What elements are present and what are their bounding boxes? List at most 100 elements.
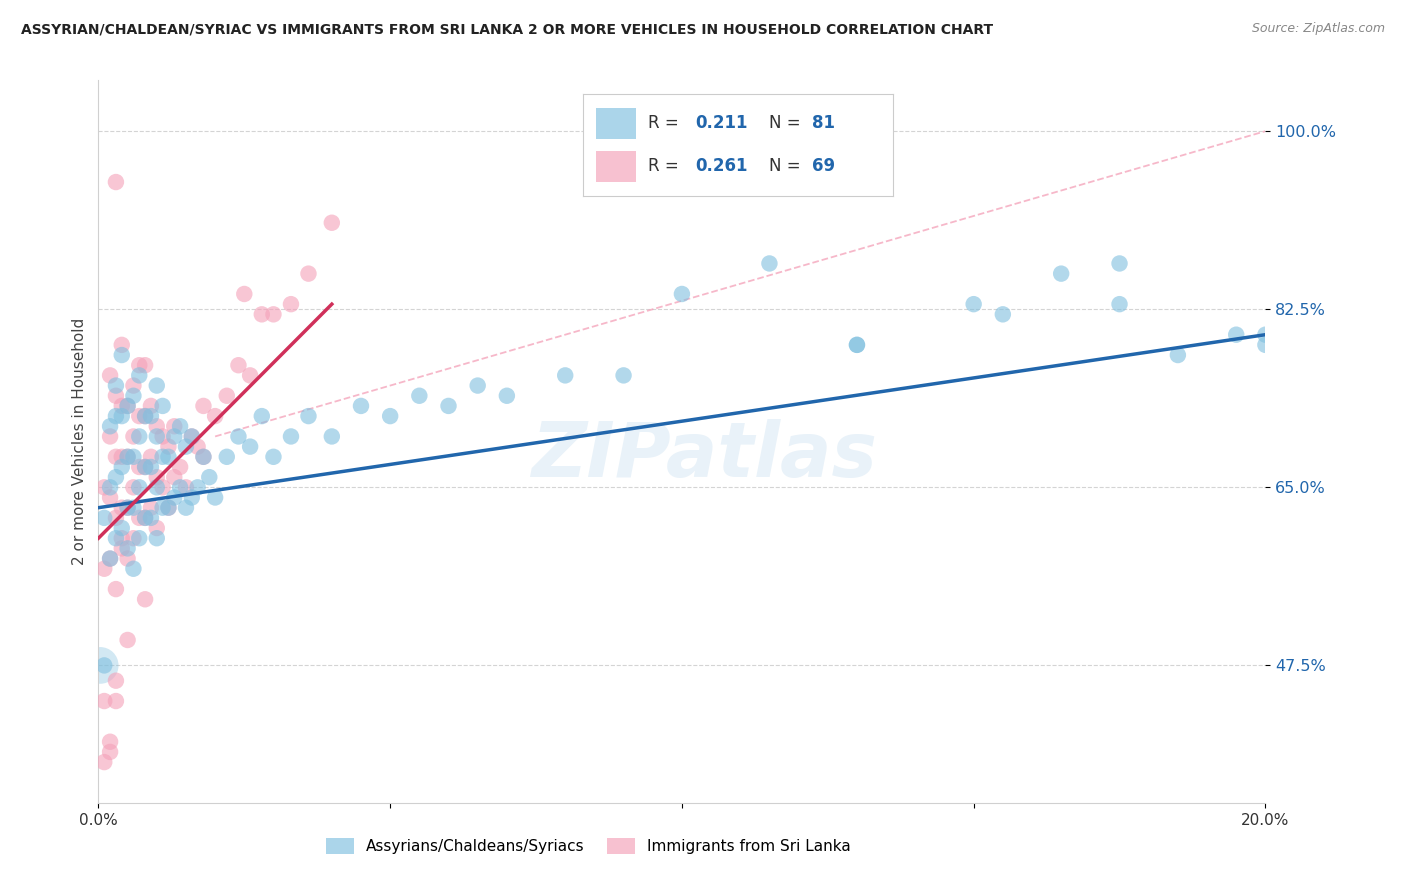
Point [152, 450, 174, 464]
Point [134, 409, 156, 423]
Point [671, 287, 693, 301]
Point [104, 470, 127, 484]
Point [554, 368, 576, 383]
Point [104, 389, 127, 403]
Point [139, 500, 162, 515]
Text: N =: N = [769, 158, 806, 176]
Point [163, 429, 186, 443]
Y-axis label: 2 or more Vehicles in Household: 2 or more Vehicles in Household [72, 318, 87, 566]
Point [846, 338, 869, 352]
Point [962, 297, 984, 311]
Point [152, 399, 174, 413]
Point [1108, 256, 1130, 270]
Point [239, 368, 262, 383]
Point [146, 480, 169, 494]
Point [174, 500, 197, 515]
Point [93, 755, 115, 769]
Point [117, 399, 139, 413]
Point [93, 694, 115, 708]
Point [104, 582, 127, 596]
Point [122, 480, 145, 494]
Text: ASSYRIAN/CHALDEAN/SYRIAC VS IMMIGRANTS FROM SRI LANKA 2 OR MORE VEHICLES IN HOUS: ASSYRIAN/CHALDEAN/SYRIAC VS IMMIGRANTS F… [21, 22, 993, 37]
Point [350, 399, 373, 413]
Point [157, 450, 180, 464]
Point [98, 551, 121, 566]
Point [104, 673, 127, 688]
Point [163, 470, 186, 484]
Point [152, 429, 174, 443]
Point [204, 491, 226, 505]
Point [1167, 348, 1189, 362]
Point [98, 480, 121, 494]
Point [111, 450, 134, 464]
Bar [596, 151, 636, 182]
Point [134, 511, 156, 525]
Point [215, 450, 238, 464]
Point [169, 480, 191, 494]
Point [180, 429, 202, 443]
Point [122, 378, 145, 392]
Point [111, 409, 134, 423]
Point [134, 358, 156, 372]
Point [104, 511, 127, 525]
Point [93, 511, 115, 525]
Point [104, 175, 127, 189]
Point [321, 216, 343, 230]
Point [117, 632, 139, 647]
Point [297, 409, 319, 423]
Point [139, 450, 162, 464]
Legend: Assyrians/Chaldeans/Syriacs, Immigrants from Sri Lanka: Assyrians/Chaldeans/Syriacs, Immigrants … [321, 832, 858, 860]
Point [163, 491, 186, 505]
Point [297, 267, 319, 281]
Point [146, 419, 169, 434]
Point [111, 399, 134, 413]
Text: 0.211: 0.211 [695, 114, 748, 132]
Point [1050, 267, 1073, 281]
Point [198, 470, 221, 484]
Point [93, 562, 115, 576]
Point [128, 531, 150, 545]
Point [1108, 297, 1130, 311]
Point [174, 440, 197, 454]
Point [193, 399, 215, 413]
Point [146, 470, 169, 484]
Point [122, 500, 145, 515]
Point [228, 429, 250, 443]
Point [111, 541, 134, 556]
Point [134, 460, 156, 475]
Point [111, 348, 134, 362]
Point [98, 735, 121, 749]
Point [128, 368, 150, 383]
Point [128, 511, 150, 525]
Point [89, 658, 111, 673]
Point [157, 500, 180, 515]
Point [193, 450, 215, 464]
Point [187, 440, 209, 454]
Point [321, 429, 343, 443]
Text: R =: R = [648, 158, 685, 176]
Point [122, 450, 145, 464]
Point [128, 429, 150, 443]
Point [117, 541, 139, 556]
Point [98, 429, 121, 443]
Point [157, 500, 180, 515]
Point [98, 419, 121, 434]
Point [262, 307, 284, 321]
Point [193, 450, 215, 464]
Point [139, 399, 162, 413]
Point [111, 338, 134, 352]
Point [117, 551, 139, 566]
Point [846, 338, 869, 352]
Point [758, 256, 780, 270]
Point [139, 511, 162, 525]
Point [111, 521, 134, 535]
Point [180, 491, 202, 505]
Point [117, 500, 139, 515]
Point [111, 531, 134, 545]
Point [104, 378, 127, 392]
Point [152, 480, 174, 494]
Point [117, 399, 139, 413]
Point [128, 480, 150, 494]
Point [134, 409, 156, 423]
Text: 81: 81 [813, 114, 835, 132]
